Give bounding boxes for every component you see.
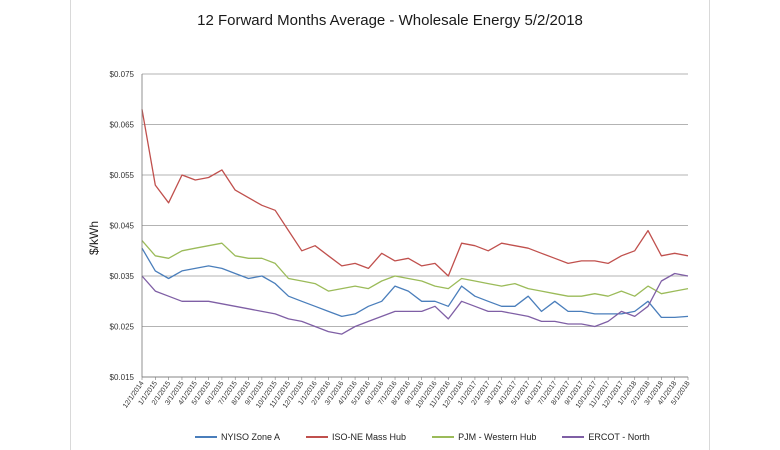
y-axis-label: $/kWh [87, 221, 101, 255]
series-line-1 [141, 109, 689, 277]
axes [141, 74, 688, 378]
legend-item-isone: ISO-NE Mass Hub [306, 432, 406, 442]
legend-swatch-ercot [562, 436, 585, 438]
legend-item-ercot: ERCOT - North [562, 432, 650, 442]
legend: NYISO Zone A ISO-NE Mass Hub PJM - Weste… [195, 432, 650, 442]
y-tick-label: $0.035 [110, 272, 135, 281]
y-tick-label: $0.025 [110, 323, 135, 332]
legend-item-pjm: PJM - Western Hub [432, 432, 536, 442]
chart-frame [70, 0, 710, 450]
legend-label-isone: ISO-NE Mass Hub [332, 432, 407, 442]
y-tick-label: $0.045 [110, 222, 135, 231]
series-line-2 [141, 240, 689, 297]
y-axis-ticks: $0.075 $0.065 $0.055 $0.045 $0.035 $0.025 $0.0… [110, 70, 135, 382]
series-line-0 [141, 247, 689, 319]
y-tick-label: $0.065 [110, 121, 135, 130]
legend-swatch-nyiso [195, 436, 217, 438]
y-tick-label: $0.075 [110, 70, 135, 79]
y-tick-label: $0.055 [110, 171, 135, 180]
grid-lines [142, 73, 688, 378]
legend-item-nyiso: NYISO Zone A [195, 432, 280, 442]
chart-title: 12 Forward Months Average - Wholesale En… [197, 12, 583, 29]
legend-label-pjm: PJM - Western Hub [458, 432, 537, 442]
legend-swatch-isone [306, 436, 329, 438]
legend-label-ercot: ERCOT - North [588, 432, 650, 442]
legend-label-nyiso: NYISO Zone A [221, 432, 281, 442]
x-axis-ticks: 12/1/20141/1/20152/1/20153/1/20154/1/201… [122, 377, 692, 410]
series-lines [141, 109, 689, 335]
series-line-3 [141, 272, 689, 335]
legend-swatch-pjm [432, 436, 455, 438]
y-tick-label: $0.015 [110, 373, 135, 382]
